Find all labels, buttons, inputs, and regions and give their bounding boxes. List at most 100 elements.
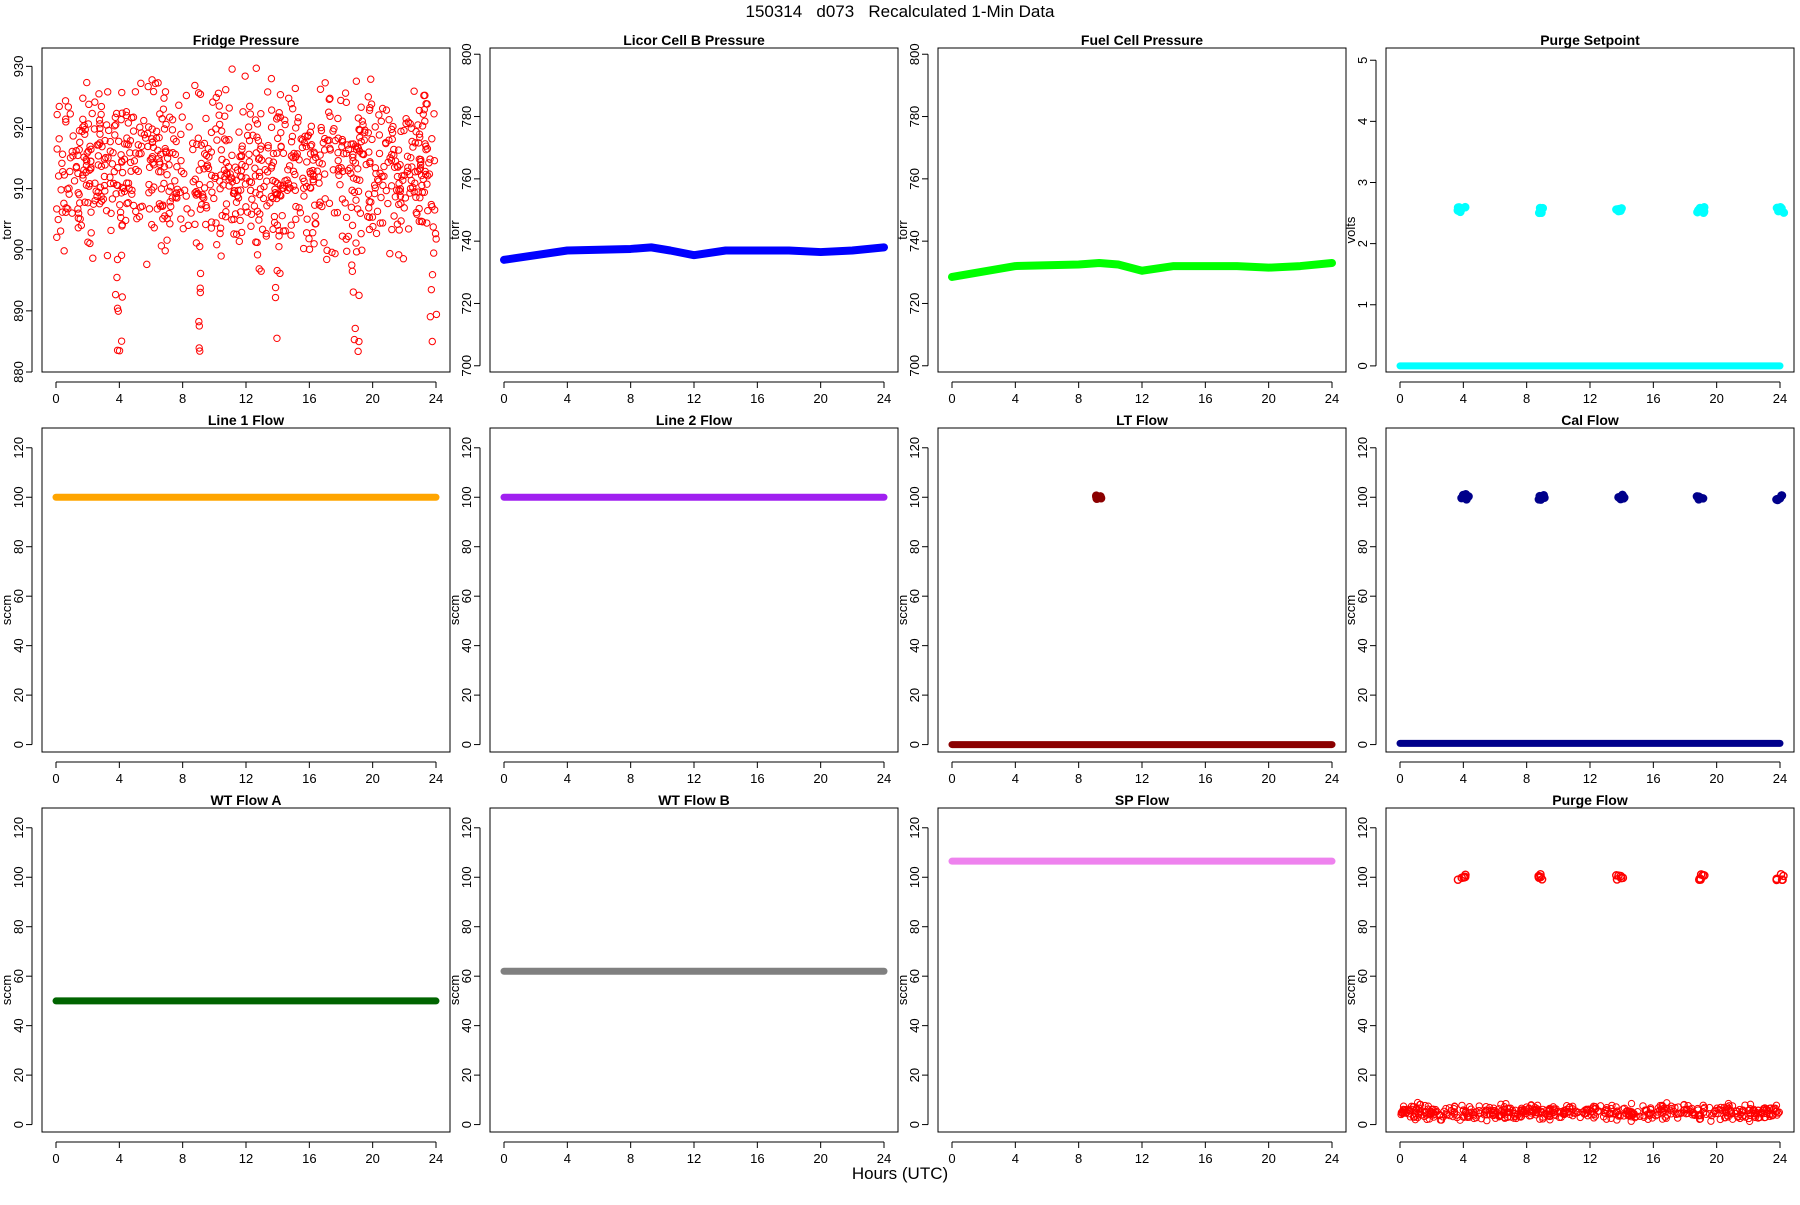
data-point <box>146 156 155 164</box>
data-point <box>326 112 334 120</box>
data-point <box>129 113 138 121</box>
data-point <box>221 213 230 221</box>
data-point <box>254 136 263 145</box>
data-point <box>1583 1112 1592 1120</box>
data-point <box>185 123 193 131</box>
x-tick-label: 24 <box>1325 1151 1339 1166</box>
data-point <box>109 149 117 157</box>
data-point <box>1600 1108 1608 1117</box>
data-point <box>1709 1109 1718 1118</box>
x-tick-label: 12 <box>1135 391 1149 406</box>
data-point <box>202 114 210 123</box>
y-tick-label: 40 <box>907 1018 922 1032</box>
data-point <box>1520 1105 1528 1114</box>
data-point <box>200 139 209 148</box>
data-point <box>65 190 73 198</box>
data-point <box>333 208 342 217</box>
y-tick-label: 40 <box>459 638 474 652</box>
data-point <box>189 145 197 154</box>
y-tick-label: 720 <box>907 293 922 315</box>
data-point <box>287 221 295 229</box>
data-point <box>124 179 133 187</box>
y-tick-label: 740 <box>907 230 922 252</box>
data-point <box>422 145 430 154</box>
data-point <box>165 149 174 157</box>
chart-panel: WT Flow B 0 4 8 12 16 20 24 0 20 40 60 80 100 120 sccm <box>447 792 899 1166</box>
data-point <box>1732 1109 1740 1118</box>
data-point <box>306 142 315 150</box>
data-point <box>317 123 325 132</box>
data-point <box>206 180 214 189</box>
y-tick-label: 1 <box>1355 301 1370 308</box>
data-point <box>148 125 156 133</box>
data-point <box>1778 875 1787 885</box>
data-point <box>148 138 157 147</box>
data-point <box>245 157 254 166</box>
data-point <box>143 129 152 138</box>
data-point <box>1458 1101 1466 1110</box>
x-tick-label: 12 <box>1583 1151 1597 1166</box>
y-tick-label: 20 <box>459 688 474 702</box>
data-point <box>177 130 185 139</box>
chart-title: Line 2 Flow <box>656 412 732 428</box>
data-point <box>242 203 250 211</box>
data-point <box>299 244 308 253</box>
data-point <box>288 105 297 113</box>
data-point <box>110 167 118 176</box>
data-point <box>100 172 109 181</box>
data-point <box>62 204 70 212</box>
data-point <box>352 239 360 247</box>
data-point <box>246 110 255 118</box>
data-point <box>203 162 211 171</box>
data-point <box>1616 494 1625 504</box>
data-point <box>213 136 221 144</box>
data-point <box>1639 1102 1647 1110</box>
data-point <box>200 184 209 192</box>
data-point <box>228 215 236 224</box>
x-tick-label: 12 <box>1135 1151 1149 1166</box>
data-point <box>408 163 416 171</box>
data-point <box>191 175 199 183</box>
y-tick-label: 700 <box>907 355 922 377</box>
data-point <box>207 171 216 180</box>
data-point <box>162 147 170 155</box>
data-point <box>82 161 91 170</box>
chart-title: WT Flow B <box>658 792 730 808</box>
data-point <box>173 163 181 171</box>
data-point <box>77 221 86 230</box>
data-point <box>60 199 68 208</box>
data-point <box>127 167 135 175</box>
data-point <box>137 149 145 158</box>
data-point <box>391 193 400 201</box>
data-point <box>269 225 277 233</box>
y-axis-label: sccm <box>1343 595 1358 625</box>
data-point <box>1578 1108 1587 1116</box>
data-point <box>167 202 175 211</box>
y-tick-label: 920 <box>11 117 26 139</box>
data-point <box>311 212 319 220</box>
data-point <box>1746 1109 1754 1118</box>
data-point <box>189 177 197 186</box>
y-tick-label: 0 <box>11 1121 26 1128</box>
data-point <box>113 273 121 282</box>
data-point <box>150 183 158 191</box>
data-point <box>367 75 375 83</box>
y-tick-label: 2 <box>1355 240 1370 247</box>
data-point <box>352 196 360 204</box>
data-point <box>194 134 203 142</box>
data-point <box>414 121 422 129</box>
x-tick-label: 8 <box>627 391 634 406</box>
data-point <box>295 204 303 212</box>
data-point <box>106 173 114 181</box>
data-point <box>74 214 83 222</box>
y-axis-label: sccm <box>1343 975 1358 1005</box>
data-point <box>361 128 369 137</box>
x-tick-label: 0 <box>948 1151 955 1166</box>
data-point <box>323 136 332 145</box>
data-point <box>320 170 329 178</box>
data-point <box>1502 1099 1510 1108</box>
data-point <box>232 198 241 207</box>
data-point <box>216 224 225 232</box>
data-point <box>101 161 109 169</box>
y-tick-label: 40 <box>11 1018 26 1032</box>
